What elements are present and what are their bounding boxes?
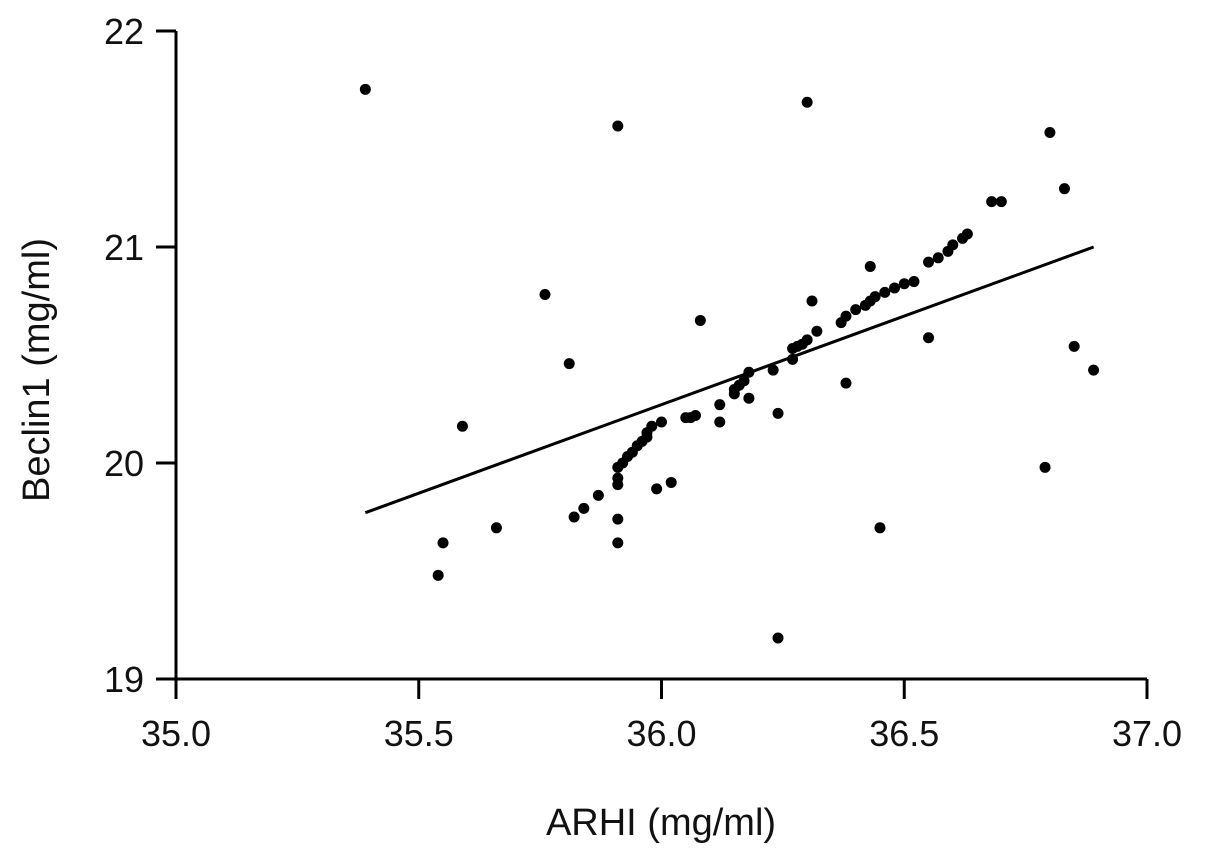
data-point (1058, 183, 1070, 195)
data-point (456, 420, 468, 432)
data-point (612, 513, 624, 525)
regression-line (364, 245, 1095, 515)
data-point (806, 295, 818, 307)
data-point (767, 364, 779, 376)
data-point (651, 483, 663, 495)
y-tick-label: 20 (104, 443, 144, 484)
data-point (656, 416, 667, 428)
data-point (898, 278, 910, 290)
data-point (1039, 461, 1051, 473)
data-point (923, 256, 935, 268)
data-point (787, 343, 799, 355)
data-point (665, 476, 677, 488)
data-point (359, 83, 371, 95)
data-point (680, 412, 692, 424)
data-point (864, 260, 876, 272)
data-point (437, 537, 449, 549)
data-point (728, 388, 740, 400)
data-point (612, 120, 624, 132)
y-axis-ticks: 19 20 21 22 (104, 11, 176, 700)
data-point (850, 304, 862, 316)
data-point (563, 358, 575, 370)
data-point (932, 252, 944, 264)
data-point (923, 332, 935, 344)
data-point (743, 392, 755, 404)
data-point (568, 511, 580, 523)
data-point (612, 537, 624, 549)
data-point (578, 502, 590, 514)
data-point (908, 276, 920, 288)
x-axis-title: ARHI (mg/ml) (546, 802, 776, 844)
data-points (359, 83, 1100, 644)
data-point (714, 399, 726, 411)
data-point (539, 289, 551, 301)
x-tick-label: 35.5 (384, 713, 454, 754)
x-tick-label: 37.0 (1112, 713, 1182, 754)
data-point (986, 196, 998, 208)
x-axis-ticks: 35.0 35.5 36.0 36.5 37.0 (141, 679, 1182, 754)
data-point (772, 407, 784, 419)
data-point (1068, 340, 1080, 352)
data-point (432, 569, 444, 581)
data-point (811, 325, 823, 337)
x-tick-label: 36.5 (869, 713, 939, 754)
y-tick-label: 21 (104, 227, 144, 268)
data-point (592, 489, 604, 501)
data-point (942, 245, 954, 257)
data-point (859, 299, 871, 311)
data-point (1088, 364, 1100, 376)
data-point (801, 96, 813, 108)
y-tick-label: 19 (104, 659, 144, 700)
y-axis-title: Beclin1 (mg/ml) (16, 238, 58, 502)
data-point (612, 479, 624, 491)
data-point (957, 232, 969, 244)
data-point (879, 286, 891, 298)
data-point (840, 377, 852, 389)
data-point (694, 314, 706, 326)
x-tick-label: 35.0 (141, 713, 211, 754)
data-point (835, 317, 847, 329)
x-tick-label: 36.0 (626, 713, 696, 754)
data-point (995, 196, 1007, 208)
data-point (714, 416, 726, 428)
y-tick-label: 22 (104, 11, 144, 52)
data-point (612, 461, 624, 473)
data-point (490, 522, 502, 534)
data-point (874, 522, 886, 534)
data-point (889, 282, 901, 294)
data-point (772, 632, 784, 644)
data-point (1044, 127, 1056, 139)
